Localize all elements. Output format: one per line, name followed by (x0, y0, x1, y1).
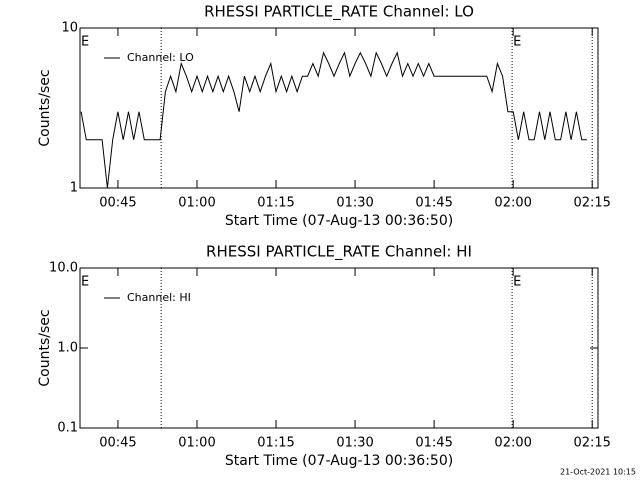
x-tick-label: 01:30 (336, 196, 373, 211)
x-tick-label: 02:15 (573, 196, 610, 211)
x-tick-label: 02:00 (494, 436, 531, 451)
y-tick-label: 1.0 (57, 341, 78, 356)
chart-title: RHESSI PARTICLE_RATE Channel: LO (204, 3, 474, 22)
y-tick-label: 0.1 (57, 421, 78, 436)
y-tick-label: 1 (70, 181, 78, 196)
x-tick-label: 02:00 (494, 196, 531, 211)
x-axis-label: Start Time (07-Aug-13 00:36:50) (225, 453, 453, 469)
annotation: E (81, 35, 89, 50)
annotation: E (81, 275, 89, 290)
y-tick-label: 10 (61, 21, 78, 36)
x-tick-label: 01:45 (415, 436, 452, 451)
x-tick-label: 01:45 (415, 196, 452, 211)
plot-frame (79, 27, 599, 189)
x-tick-label: 01:15 (257, 436, 294, 451)
x-tick-label: 01:30 (336, 436, 373, 451)
y-axis-label: Counts/sec (37, 69, 53, 146)
x-tick-label: 00:45 (99, 436, 136, 451)
x-tick-label: 00:45 (99, 196, 136, 211)
x-tick-label: 01:00 (178, 436, 215, 451)
chart-title: RHESSI PARTICLE_RATE Channel: HI (206, 243, 472, 262)
data-line (80, 51, 587, 189)
y-axis-label: Counts/sec (37, 309, 53, 386)
annotation: E (513, 35, 521, 50)
x-tick-label: 02:15 (573, 436, 610, 451)
legend-label: Channel: LO (127, 51, 194, 64)
y-tick-label: 10.0 (49, 261, 78, 276)
footer: 21-Oct-2021 10:15 (560, 468, 636, 477)
annotation: E (513, 275, 521, 290)
x-tick-label: 01:15 (257, 196, 294, 211)
x-tick-label: 01:00 (178, 196, 215, 211)
x-axis-label: Start Time (07-Aug-13 00:36:50) (225, 213, 453, 229)
legend-label: Channel: HI (127, 291, 191, 304)
